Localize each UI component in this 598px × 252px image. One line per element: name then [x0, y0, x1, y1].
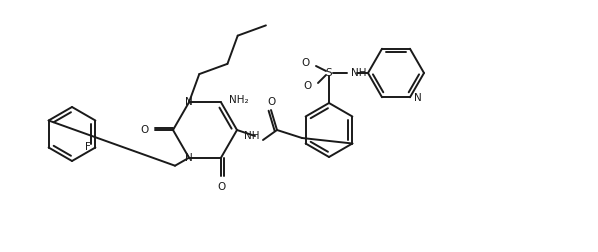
- Text: NH: NH: [351, 68, 367, 78]
- Text: O: O: [217, 182, 225, 192]
- Text: F: F: [84, 142, 90, 152]
- Text: O: O: [302, 58, 310, 68]
- Text: NH: NH: [244, 131, 260, 141]
- Text: NH₂: NH₂: [229, 95, 249, 105]
- Text: O: O: [141, 125, 149, 135]
- Text: O: O: [267, 97, 275, 107]
- Text: N: N: [185, 153, 193, 163]
- Text: N: N: [414, 93, 422, 103]
- Text: O: O: [304, 81, 312, 91]
- Text: S: S: [326, 68, 332, 78]
- Text: N: N: [185, 97, 193, 107]
